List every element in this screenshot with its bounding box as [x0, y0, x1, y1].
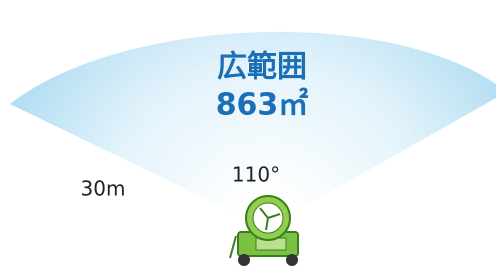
- distance-label: 30m: [81, 177, 126, 201]
- angle-label: 110°: [232, 163, 280, 187]
- page: 広範囲 863㎡ 110° 30m (() => { const data = …: [0, 0, 496, 274]
- coverage-title: 広範囲: [217, 50, 307, 85]
- coverage-area: 863㎡: [216, 88, 309, 123]
- diagram: 広範囲 863㎡ 110° 30m: [0, 0, 496, 274]
